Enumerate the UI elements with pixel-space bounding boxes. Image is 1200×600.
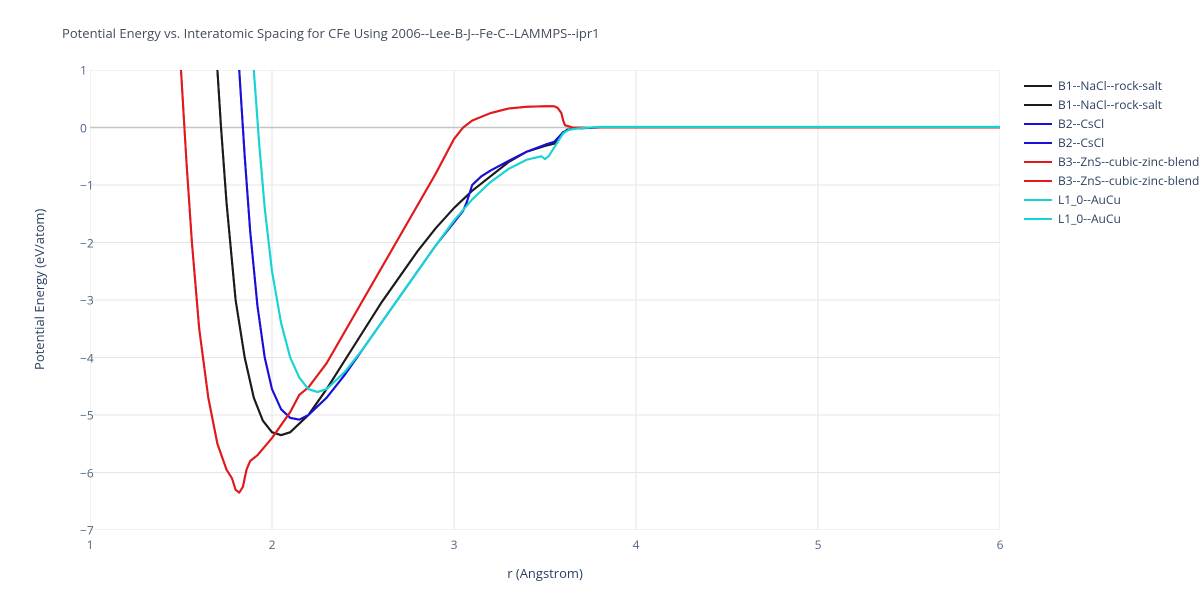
legend-item[interactable]: B3--ZnS--cubic-zinc-blende xyxy=(1024,171,1200,190)
legend-label: B3--ZnS--cubic-zinc-blende xyxy=(1058,153,1200,170)
legend-label: B1--NaCl--rock-salt xyxy=(1058,96,1162,113)
legend-item[interactable]: L1_0--AuCu xyxy=(1024,190,1200,209)
legend-swatch xyxy=(1024,180,1052,182)
legend-label: L1_0--AuCu xyxy=(1058,191,1121,208)
legend[interactable]: B1--NaCl--rock-salt B1--NaCl--rock-salt B2… xyxy=(1024,76,1200,228)
series-line[interactable] xyxy=(181,70,1000,493)
legend-swatch xyxy=(1024,218,1052,220)
legend-item[interactable]: B3--ZnS--cubic-zinc-blende xyxy=(1024,152,1200,171)
chart-title: Potential Energy vs. Interatomic Spacing… xyxy=(62,24,600,42)
x-axis-label: r (Angstrom) xyxy=(90,564,1000,582)
x-tick-label: 2 xyxy=(269,536,276,553)
x-tick-label: 6 xyxy=(997,536,1004,553)
series-line[interactable] xyxy=(239,70,1000,420)
legend-item[interactable]: B1--NaCl--rock-salt xyxy=(1024,76,1200,95)
x-tick-label: 3 xyxy=(451,536,458,553)
legend-item[interactable]: B1--NaCl--rock-salt xyxy=(1024,95,1200,114)
y-axis-label: Potential Energy (eV/atom) xyxy=(30,209,48,370)
legend-label: B1--NaCl--rock-salt xyxy=(1058,77,1162,94)
x-tick-label: 4 xyxy=(633,536,640,553)
legend-label: B2--CsCl xyxy=(1058,115,1104,132)
legend-swatch xyxy=(1024,123,1052,125)
plot-area[interactable] xyxy=(90,70,1000,530)
chart-container: Potential Energy vs. Interatomic Spacing… xyxy=(0,0,1200,600)
x-tick-label: 5 xyxy=(815,536,822,553)
legend-item[interactable]: B2--CsCl xyxy=(1024,114,1200,133)
series-line[interactable] xyxy=(254,70,1000,392)
legend-swatch xyxy=(1024,161,1052,163)
legend-swatch xyxy=(1024,199,1052,201)
x-tick-label: 1 xyxy=(87,536,94,553)
legend-label: L1_0--AuCu xyxy=(1058,210,1121,227)
series-line[interactable] xyxy=(181,70,1000,493)
legend-swatch xyxy=(1024,104,1052,106)
legend-label: B3--ZnS--cubic-zinc-blende xyxy=(1058,172,1200,189)
legend-swatch xyxy=(1024,142,1052,144)
legend-label: B2--CsCl xyxy=(1058,134,1104,151)
legend-item[interactable]: B2--CsCl xyxy=(1024,133,1200,152)
legend-item[interactable]: L1_0--AuCu xyxy=(1024,209,1200,228)
series-line[interactable] xyxy=(239,70,1000,420)
legend-swatch xyxy=(1024,85,1052,87)
